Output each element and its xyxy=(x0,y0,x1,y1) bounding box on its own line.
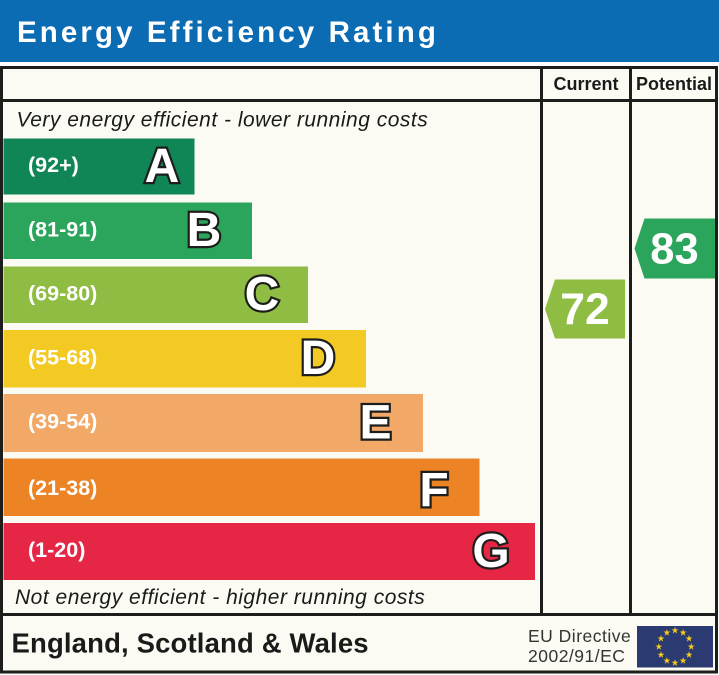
svg-text:Very energy efficient - lower: Very energy efficient - lower running co… xyxy=(17,109,429,132)
svg-text:2002/91/EC: 2002/91/EC xyxy=(528,646,625,666)
svg-text:E: E xyxy=(359,396,391,449)
svg-text:B: B xyxy=(187,204,222,257)
svg-text:(55-68): (55-68) xyxy=(28,345,97,369)
svg-text:(81-91): (81-91) xyxy=(28,217,97,241)
svg-text:F: F xyxy=(419,464,448,517)
svg-text:G: G xyxy=(472,525,509,578)
svg-text:Current: Current xyxy=(553,74,618,94)
svg-text:Energy Efficiency Rating: Energy Efficiency Rating xyxy=(17,16,439,49)
svg-text:72: 72 xyxy=(560,285,610,334)
svg-text:(39-54): (39-54) xyxy=(28,410,97,434)
svg-text:(1-20): (1-20) xyxy=(28,538,85,562)
svg-text:(92+): (92+) xyxy=(28,153,79,177)
svg-text:D: D xyxy=(301,332,336,385)
svg-text:Potential: Potential xyxy=(636,74,712,94)
svg-text:83: 83 xyxy=(650,225,698,273)
svg-text:Not energy efficient - higher: Not energy efficient - higher running co… xyxy=(15,586,425,609)
svg-text:A: A xyxy=(145,140,180,193)
svg-text:C: C xyxy=(245,268,280,321)
svg-text:England, Scotland & Wales: England, Scotland & Wales xyxy=(12,627,369,658)
svg-text:(69-80): (69-80) xyxy=(28,281,97,305)
svg-text:EU Directive: EU Directive xyxy=(528,626,631,646)
svg-text:(21-38): (21-38) xyxy=(28,476,97,500)
